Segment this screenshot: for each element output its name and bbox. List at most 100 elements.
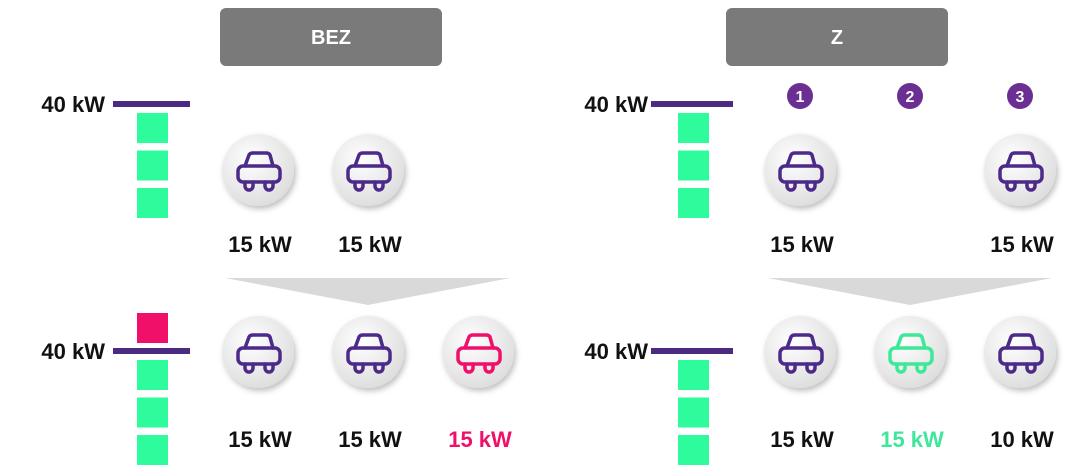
badge-number: 1 — [796, 89, 805, 106]
power-block — [137, 150, 168, 181]
car-power: 15 kW — [990, 232, 1054, 257]
power-block — [137, 397, 168, 428]
car-roof — [353, 151, 385, 168]
car-roof — [353, 333, 385, 350]
car-power: 15 kW — [770, 427, 834, 452]
car-power: 15 kW — [228, 232, 292, 257]
power-block — [678, 113, 709, 143]
car — [874, 316, 946, 388]
badge-number: 3 — [1016, 89, 1025, 106]
header: Z — [831, 27, 843, 49]
arrow — [225, 278, 510, 305]
limit-line — [651, 348, 733, 354]
power-block — [678, 150, 709, 181]
car — [332, 134, 404, 206]
car-wheels — [785, 180, 817, 192]
power-block — [678, 397, 709, 428]
car-wheels — [243, 180, 275, 192]
car-roof — [243, 151, 275, 168]
car-icon — [236, 333, 282, 374]
car-body — [236, 164, 282, 184]
car — [764, 134, 836, 206]
car-power: 15 kW — [448, 427, 512, 452]
car-roof — [895, 333, 927, 350]
car-body — [346, 164, 392, 184]
car-wheels — [243, 362, 275, 374]
power-block — [678, 188, 709, 218]
car-body — [236, 346, 282, 366]
badge — [1007, 83, 1033, 109]
header: BEZ — [311, 27, 351, 49]
car-power: 15 kW — [228, 427, 292, 452]
car-circle — [222, 316, 294, 388]
badge — [897, 83, 923, 109]
car-wheels — [463, 362, 495, 374]
car-body — [778, 346, 824, 366]
car-body — [998, 164, 1044, 184]
car-power: 15 kW — [338, 427, 402, 452]
car-roof — [243, 333, 275, 350]
power-block — [137, 360, 168, 390]
car-circle — [984, 134, 1056, 206]
power-block — [678, 360, 709, 390]
limit-label: 40 kW — [41, 339, 105, 364]
badge-number: 2 — [906, 89, 915, 106]
car-roof — [1005, 333, 1037, 350]
car-circle — [764, 316, 836, 388]
car-icon — [456, 333, 502, 374]
overflow-block — [137, 313, 168, 343]
limit-line — [113, 101, 190, 107]
car-wheels — [1005, 180, 1037, 192]
car-icon — [998, 333, 1044, 374]
car — [764, 316, 836, 388]
car-icon — [778, 151, 824, 192]
car-roof — [785, 333, 817, 350]
car-circle — [874, 316, 946, 388]
power-block — [137, 113, 168, 143]
car-icon — [998, 151, 1044, 192]
car-power: 15 kW — [880, 427, 944, 452]
power-block — [137, 435, 168, 465]
car — [442, 316, 514, 388]
car — [984, 316, 1056, 388]
car-body — [888, 346, 934, 366]
car-wheels — [895, 362, 927, 374]
car-circle — [764, 134, 836, 206]
limit-label: 40 kW — [41, 92, 105, 117]
car-power: 15 kW — [338, 232, 402, 257]
car — [984, 134, 1056, 206]
car-wheels — [785, 362, 817, 374]
car-icon — [346, 333, 392, 374]
limit-line — [113, 348, 190, 354]
car-wheels — [353, 362, 385, 374]
header-box — [220, 8, 442, 66]
limit-line — [651, 101, 733, 107]
car-roof — [1005, 151, 1037, 168]
car-body — [778, 164, 824, 184]
car-roof — [463, 333, 495, 350]
limit-label: 40 kW — [584, 92, 648, 117]
arrow — [768, 278, 1052, 305]
car-icon — [236, 151, 282, 192]
car-circle — [332, 316, 404, 388]
car-icon — [778, 333, 824, 374]
car-wheels — [1005, 362, 1037, 374]
car-body — [456, 346, 502, 366]
car-power: 10 kW — [990, 427, 1054, 452]
badge — [787, 83, 813, 109]
car-body — [998, 346, 1044, 366]
car-body — [346, 346, 392, 366]
car-circle — [332, 134, 404, 206]
car-circle — [984, 316, 1056, 388]
car-icon — [888, 333, 934, 374]
car-roof — [785, 151, 817, 168]
header-box — [726, 8, 948, 66]
car — [332, 316, 404, 388]
car-circle — [442, 316, 514, 388]
limit-label: 40 kW — [584, 339, 648, 364]
car — [222, 134, 294, 206]
car-circle — [222, 134, 294, 206]
car-power: 15 kW — [770, 232, 834, 257]
power-block — [678, 435, 709, 465]
